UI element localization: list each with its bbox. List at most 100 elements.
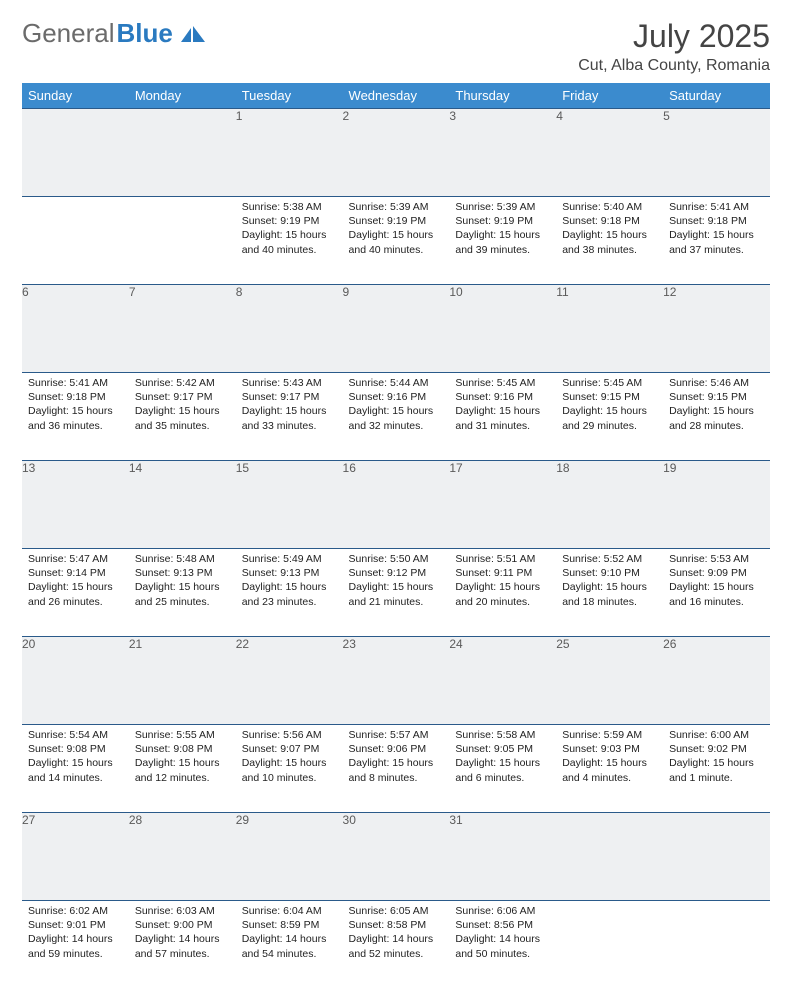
day-header: Saturday <box>663 83 770 109</box>
day-cell: Sunrise: 5:49 AMSunset: 9:13 PMDaylight:… <box>236 549 343 637</box>
sunrise-line: Sunrise: 5:58 AM <box>455 728 550 742</box>
day-content: Sunrise: 5:46 AMSunset: 9:15 PMDaylight:… <box>663 373 770 439</box>
day-cell: Sunrise: 5:45 AMSunset: 9:16 PMDaylight:… <box>449 373 556 461</box>
day-content: Sunrise: 5:57 AMSunset: 9:06 PMDaylight:… <box>343 725 450 791</box>
sunrise-line: Sunrise: 5:49 AM <box>242 552 337 566</box>
daylight-line: Daylight: 14 hours and 59 minutes. <box>28 932 123 960</box>
day-content: Sunrise: 5:44 AMSunset: 9:16 PMDaylight:… <box>343 373 450 439</box>
day-cell: Sunrise: 5:47 AMSunset: 9:14 PMDaylight:… <box>22 549 129 637</box>
sunrise-line: Sunrise: 5:50 AM <box>349 552 444 566</box>
day-content: Sunrise: 6:04 AMSunset: 8:59 PMDaylight:… <box>236 901 343 967</box>
day-number-cell: 7 <box>129 285 236 373</box>
day-content: Sunrise: 5:55 AMSunset: 9:08 PMDaylight:… <box>129 725 236 791</box>
day-content: Sunrise: 5:51 AMSunset: 9:11 PMDaylight:… <box>449 549 556 615</box>
sunset-line: Sunset: 9:03 PM <box>562 742 657 756</box>
sunset-line: Sunset: 9:15 PM <box>562 390 657 404</box>
daylight-line: Daylight: 15 hours and 26 minutes. <box>28 580 123 608</box>
day-number-cell: 8 <box>236 285 343 373</box>
day-cell: Sunrise: 5:56 AMSunset: 9:07 PMDaylight:… <box>236 725 343 813</box>
daylight-line: Daylight: 15 hours and 4 minutes. <box>562 756 657 784</box>
day-cell: Sunrise: 5:39 AMSunset: 9:19 PMDaylight:… <box>449 197 556 285</box>
day-content: Sunrise: 5:41 AMSunset: 9:18 PMDaylight:… <box>22 373 129 439</box>
day-number-cell <box>556 813 663 901</box>
sunset-line: Sunset: 9:18 PM <box>28 390 123 404</box>
sunrise-line: Sunrise: 5:52 AM <box>562 552 657 566</box>
sunset-line: Sunset: 9:15 PM <box>669 390 764 404</box>
day-number-cell: 5 <box>663 109 770 197</box>
sunrise-line: Sunrise: 5:45 AM <box>562 376 657 390</box>
day-number-cell: 21 <box>129 637 236 725</box>
daylight-line: Daylight: 15 hours and 38 minutes. <box>562 228 657 256</box>
day-cell: Sunrise: 5:50 AMSunset: 9:12 PMDaylight:… <box>343 549 450 637</box>
daylight-line: Daylight: 15 hours and 6 minutes. <box>455 756 550 784</box>
sunrise-line: Sunrise: 5:53 AM <box>669 552 764 566</box>
day-content: Sunrise: 6:05 AMSunset: 8:58 PMDaylight:… <box>343 901 450 967</box>
day-number-cell: 27 <box>22 813 129 901</box>
day-number-cell: 17 <box>449 461 556 549</box>
day-number-cell: 1 <box>236 109 343 197</box>
daylight-line: Daylight: 14 hours and 52 minutes. <box>349 932 444 960</box>
sunset-line: Sunset: 9:08 PM <box>28 742 123 756</box>
sunset-line: Sunset: 8:58 PM <box>349 918 444 932</box>
day-cell: Sunrise: 5:39 AMSunset: 9:19 PMDaylight:… <box>343 197 450 285</box>
daylight-line: Daylight: 15 hours and 40 minutes. <box>242 228 337 256</box>
sunset-line: Sunset: 9:02 PM <box>669 742 764 756</box>
calendar-table: SundayMondayTuesdayWednesdayThursdayFrid… <box>22 83 770 989</box>
daylight-line: Daylight: 15 hours and 10 minutes. <box>242 756 337 784</box>
sunset-line: Sunset: 9:11 PM <box>455 566 550 580</box>
day-content: Sunrise: 6:06 AMSunset: 8:56 PMDaylight:… <box>449 901 556 967</box>
sunrise-line: Sunrise: 5:46 AM <box>669 376 764 390</box>
daylight-line: Daylight: 15 hours and 28 minutes. <box>669 404 764 432</box>
day-cell: Sunrise: 5:41 AMSunset: 9:18 PMDaylight:… <box>663 197 770 285</box>
sunset-line: Sunset: 9:13 PM <box>242 566 337 580</box>
day-number-cell <box>663 813 770 901</box>
sunrise-line: Sunrise: 5:59 AM <box>562 728 657 742</box>
day-number-cell: 22 <box>236 637 343 725</box>
day-content: Sunrise: 5:42 AMSunset: 9:17 PMDaylight:… <box>129 373 236 439</box>
day-content: Sunrise: 5:48 AMSunset: 9:13 PMDaylight:… <box>129 549 236 615</box>
day-cell: Sunrise: 5:38 AMSunset: 9:19 PMDaylight:… <box>236 197 343 285</box>
daylight-line: Daylight: 15 hours and 36 minutes. <box>28 404 123 432</box>
daylight-line: Daylight: 15 hours and 40 minutes. <box>349 228 444 256</box>
day-number-cell: 16 <box>343 461 450 549</box>
daylight-line: Daylight: 15 hours and 20 minutes. <box>455 580 550 608</box>
day-cell: Sunrise: 5:54 AMSunset: 9:08 PMDaylight:… <box>22 725 129 813</box>
sunrise-line: Sunrise: 5:39 AM <box>455 200 550 214</box>
day-number-cell: 26 <box>663 637 770 725</box>
sunrise-line: Sunrise: 5:39 AM <box>349 200 444 214</box>
day-cell: Sunrise: 6:05 AMSunset: 8:58 PMDaylight:… <box>343 901 450 989</box>
day-number-cell: 25 <box>556 637 663 725</box>
sunset-line: Sunset: 9:09 PM <box>669 566 764 580</box>
sunset-line: Sunset: 9:19 PM <box>455 214 550 228</box>
sunrise-line: Sunrise: 6:05 AM <box>349 904 444 918</box>
day-number-cell: 31 <box>449 813 556 901</box>
daylight-line: Daylight: 15 hours and 1 minute. <box>669 756 764 784</box>
day-header: Thursday <box>449 83 556 109</box>
day-number-cell: 9 <box>343 285 450 373</box>
day-content: Sunrise: 5:41 AMSunset: 9:18 PMDaylight:… <box>663 197 770 263</box>
day-number-cell <box>22 109 129 197</box>
day-content: Sunrise: 5:39 AMSunset: 9:19 PMDaylight:… <box>449 197 556 263</box>
day-number-cell: 18 <box>556 461 663 549</box>
day-content: Sunrise: 5:45 AMSunset: 9:16 PMDaylight:… <box>449 373 556 439</box>
daylight-line: Daylight: 14 hours and 54 minutes. <box>242 932 337 960</box>
day-number-cell: 19 <box>663 461 770 549</box>
day-content: Sunrise: 5:54 AMSunset: 9:08 PMDaylight:… <box>22 725 129 791</box>
day-header: Wednesday <box>343 83 450 109</box>
sunset-line: Sunset: 9:13 PM <box>135 566 230 580</box>
day-cell: Sunrise: 5:55 AMSunset: 9:08 PMDaylight:… <box>129 725 236 813</box>
daylight-line: Daylight: 15 hours and 37 minutes. <box>669 228 764 256</box>
day-cell <box>22 197 129 285</box>
sunset-line: Sunset: 9:06 PM <box>349 742 444 756</box>
sunset-line: Sunset: 9:18 PM <box>562 214 657 228</box>
daylight-line: Daylight: 15 hours and 12 minutes. <box>135 756 230 784</box>
day-number-cell <box>129 109 236 197</box>
sunset-line: Sunset: 9:18 PM <box>669 214 764 228</box>
day-cell: Sunrise: 5:51 AMSunset: 9:11 PMDaylight:… <box>449 549 556 637</box>
daylight-line: Daylight: 15 hours and 16 minutes. <box>669 580 764 608</box>
sunset-line: Sunset: 9:00 PM <box>135 918 230 932</box>
day-cell: Sunrise: 5:43 AMSunset: 9:17 PMDaylight:… <box>236 373 343 461</box>
sunset-line: Sunset: 9:19 PM <box>349 214 444 228</box>
daylight-line: Daylight: 15 hours and 39 minutes. <box>455 228 550 256</box>
sunrise-line: Sunrise: 5:47 AM <box>28 552 123 566</box>
